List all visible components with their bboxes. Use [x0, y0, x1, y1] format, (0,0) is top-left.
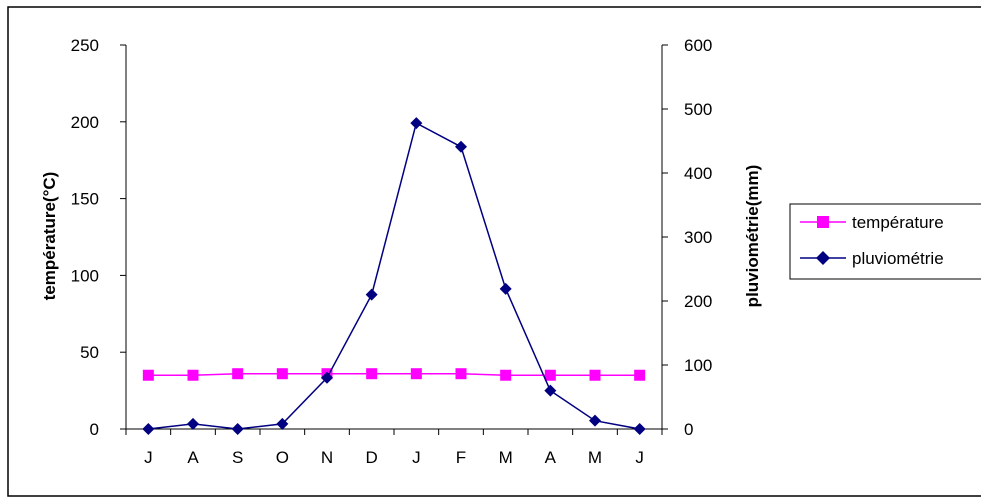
data-point-temperature: [187, 369, 199, 381]
data-point-pluviometrie: [589, 414, 601, 427]
data-point-temperature: [276, 368, 288, 380]
data-point-temperature: [142, 369, 154, 381]
data-point-pluviometrie: [455, 140, 467, 153]
y-tick-label-right: 400: [684, 164, 712, 183]
data-point-pluviometrie: [365, 288, 378, 301]
x-tick-label: J: [635, 448, 644, 467]
legend-label-temperature: température: [852, 213, 944, 232]
x-tick-label: J: [412, 448, 421, 467]
x-tick-label: J: [144, 448, 153, 467]
series-line-temperature: [148, 372, 640, 376]
data-point-pluviometrie: [231, 423, 244, 435]
y-tick-label-right: 100: [684, 356, 712, 375]
data-point-temperature: [232, 368, 244, 380]
data-point-pluviometrie: [410, 117, 423, 130]
series-layer: [142, 117, 646, 435]
y-tick-label-right: 300: [684, 228, 712, 247]
data-point-pluviometrie: [499, 282, 512, 295]
data-point-temperature: [366, 368, 378, 380]
data-point-pluviometrie: [321, 371, 333, 384]
axes-layer: 0 50 100 150 200 250 0 100 200 300 400 500 600 J A S O N D…: [71, 36, 713, 467]
legend-marker-pluviometrie: [816, 251, 830, 265]
x-tick-label: O: [276, 448, 289, 467]
data-point-temperature: [410, 368, 422, 380]
x-tick-label: D: [366, 448, 378, 467]
x-tick-label: F: [456, 448, 466, 467]
data-point-temperature: [455, 368, 467, 380]
y-axis-title-right: pluviométrie(mm): [743, 165, 762, 308]
legend: température pluviométrie: [789, 203, 981, 280]
y-tick-label-right: 200: [684, 292, 712, 311]
x-tick-label: A: [545, 448, 557, 467]
x-tick-label: A: [187, 448, 199, 467]
y-tick-label-left: 150: [71, 190, 99, 209]
y-tick-label-right: 500: [684, 100, 712, 119]
data-point-temperature: [634, 369, 646, 381]
y-tick-label-left: 250: [71, 36, 99, 55]
y-axis-title-left: température(°C): [40, 172, 59, 301]
y-tick-label-right: 600: [684, 36, 712, 55]
y-tick-label-left: 50: [80, 343, 99, 362]
data-point-pluviometrie: [187, 417, 199, 430]
x-tick-label: S: [232, 448, 243, 467]
data-point-temperature: [500, 369, 512, 381]
legend-marker-temperature: [817, 216, 829, 228]
legend-label-pluviometrie: pluviométrie: [852, 249, 944, 268]
data-point-pluviometrie: [142, 423, 155, 435]
y-tick-label-left: 200: [71, 113, 99, 132]
x-tick-label: M: [499, 448, 513, 467]
data-point-pluviometrie: [276, 417, 289, 430]
data-point-pluviometrie: [633, 423, 646, 435]
data-point-temperature: [544, 369, 556, 381]
y-tick-label-left: 0: [90, 420, 99, 439]
series-line-pluviometrie: [148, 121, 640, 430]
y-tick-label-right: 0: [684, 420, 693, 439]
data-point-temperature: [589, 369, 601, 381]
x-tick-label: N: [321, 448, 333, 467]
y-tick-label-left: 100: [71, 266, 99, 285]
x-tick-label: M: [588, 448, 602, 467]
data-point-pluviometrie: [544, 384, 557, 397]
